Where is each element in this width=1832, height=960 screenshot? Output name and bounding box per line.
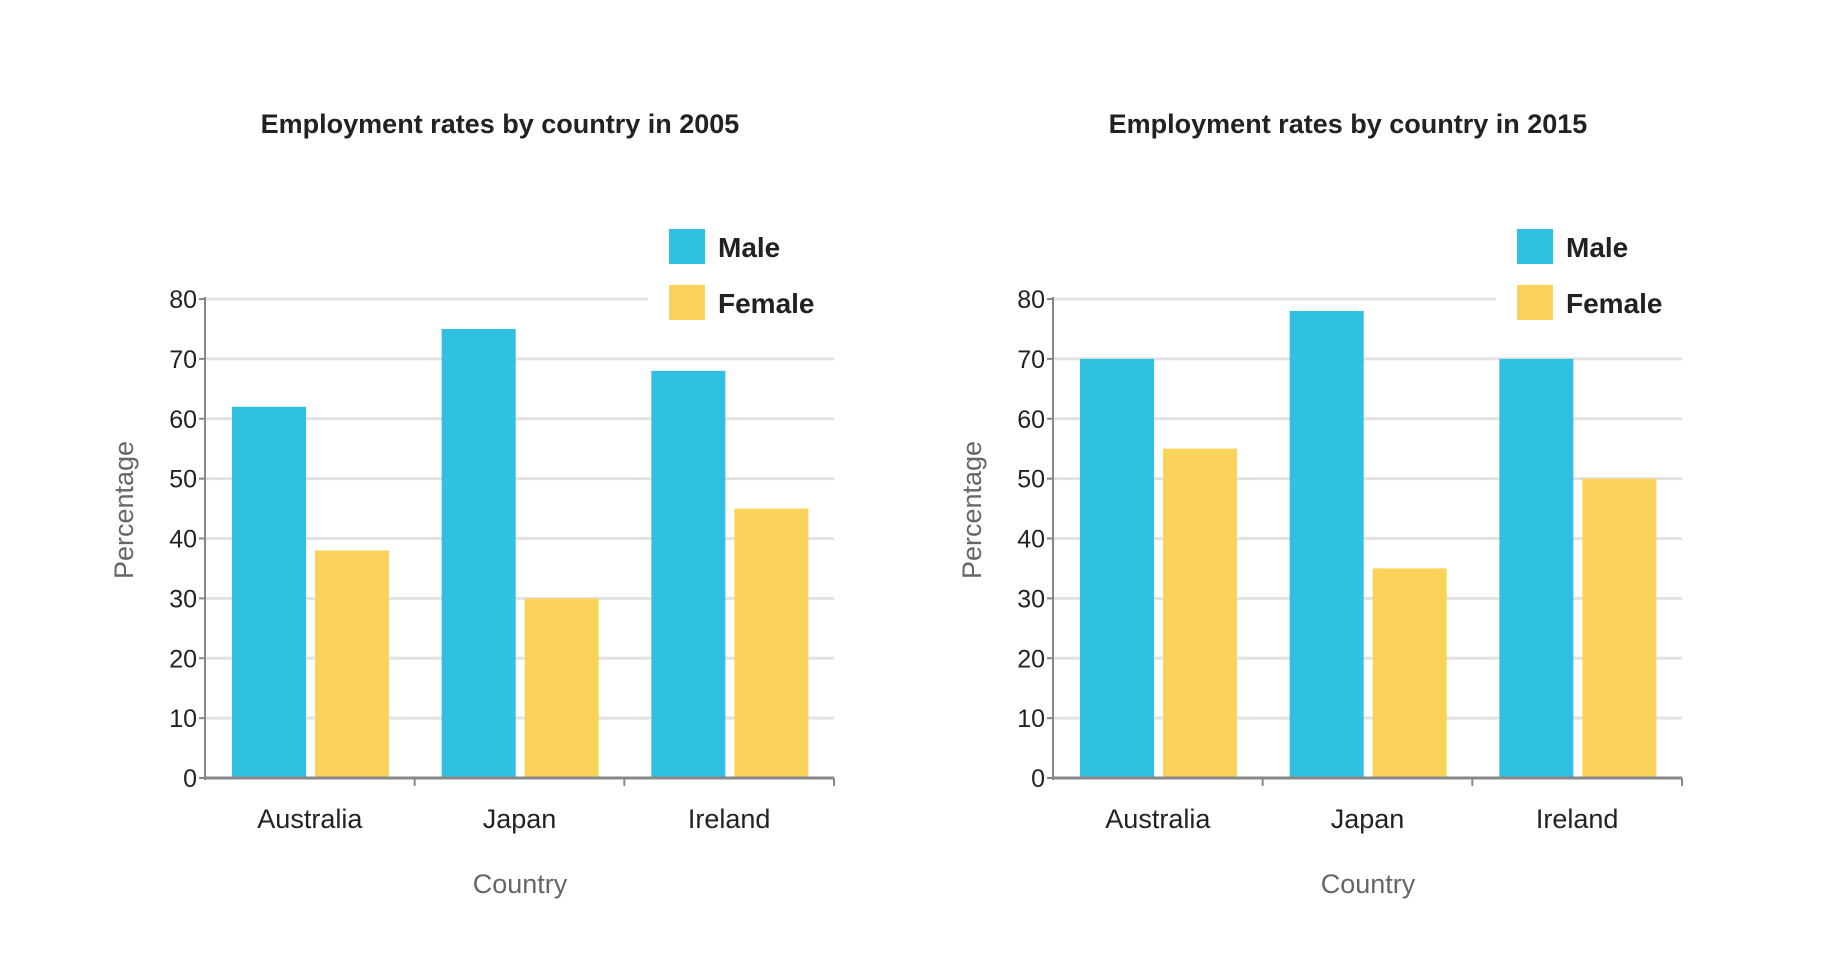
y-tick-label: 40 [169, 526, 197, 554]
x-tick-label: Japan [1331, 804, 1405, 834]
bar-female-australia [315, 550, 389, 778]
legend-swatch-female [669, 285, 705, 320]
legend-swatch-male [669, 229, 705, 264]
chart-title: Employment rates by country in 2005 [261, 109, 740, 139]
y-tick-label: 20 [169, 645, 197, 673]
y-tick-label: 30 [169, 585, 197, 613]
chart-0: Employment rates by country in 2005 0 10 20… [109, 109, 835, 899]
x-tick-label: Ireland [1536, 804, 1619, 834]
x-tick-label: Australia [257, 804, 363, 834]
x-tick-label: Australia [1105, 804, 1211, 834]
legend-label-female: Female [1566, 288, 1663, 319]
x-axis-label: Country [473, 869, 568, 899]
y-tick-label: 30 [1017, 585, 1045, 613]
y-tick-label: 70 [1017, 346, 1045, 374]
x-tick-label: Japan [483, 804, 557, 834]
bar-female-australia [1163, 448, 1237, 778]
y-axis-label: Percentage [957, 441, 987, 579]
y-tick-label: 70 [169, 346, 197, 374]
bar-male-japan [1289, 310, 1364, 778]
bar-male-japan [441, 328, 516, 778]
bar-female-japan [524, 598, 599, 778]
bar-male-ireland [651, 370, 726, 778]
y-tick-label: 10 [1017, 705, 1045, 733]
y-tick-label: 50 [169, 466, 197, 494]
legend-label-male: Male [718, 232, 780, 263]
y-tick-label: 60 [169, 406, 197, 434]
y-tick-label: 0 [183, 765, 197, 793]
bar-female-ireland [1582, 478, 1657, 778]
y-tick-label: 50 [1017, 466, 1045, 494]
y-axis-label: Percentage [109, 441, 139, 579]
x-tick-label: Ireland [688, 804, 771, 834]
y-tick-label: 80 [169, 286, 197, 314]
y-tick-label: 20 [1017, 645, 1045, 673]
y-tick-label: 10 [169, 705, 197, 733]
bar-female-ireland [734, 508, 809, 778]
chart-1: Employment rates by country in 2015 0 10 20… [957, 109, 1683, 899]
x-axis-label: Country [1321, 869, 1416, 899]
chart-title: Employment rates by country in 2015 [1109, 109, 1588, 139]
bar-female-japan [1372, 568, 1447, 778]
bar-male-australia [232, 406, 306, 778]
bar-male-ireland [1499, 358, 1574, 778]
legend-swatch-female [1517, 285, 1553, 320]
bar-male-australia [1080, 358, 1154, 778]
y-tick-label: 40 [1017, 526, 1045, 554]
legend-swatch-male [1517, 229, 1553, 264]
y-tick-label: 0 [1031, 765, 1045, 793]
legend-label-female: Female [718, 288, 815, 319]
y-tick-label: 80 [1017, 286, 1045, 314]
legend-label-male: Male [1566, 232, 1628, 263]
y-tick-label: 60 [1017, 406, 1045, 434]
